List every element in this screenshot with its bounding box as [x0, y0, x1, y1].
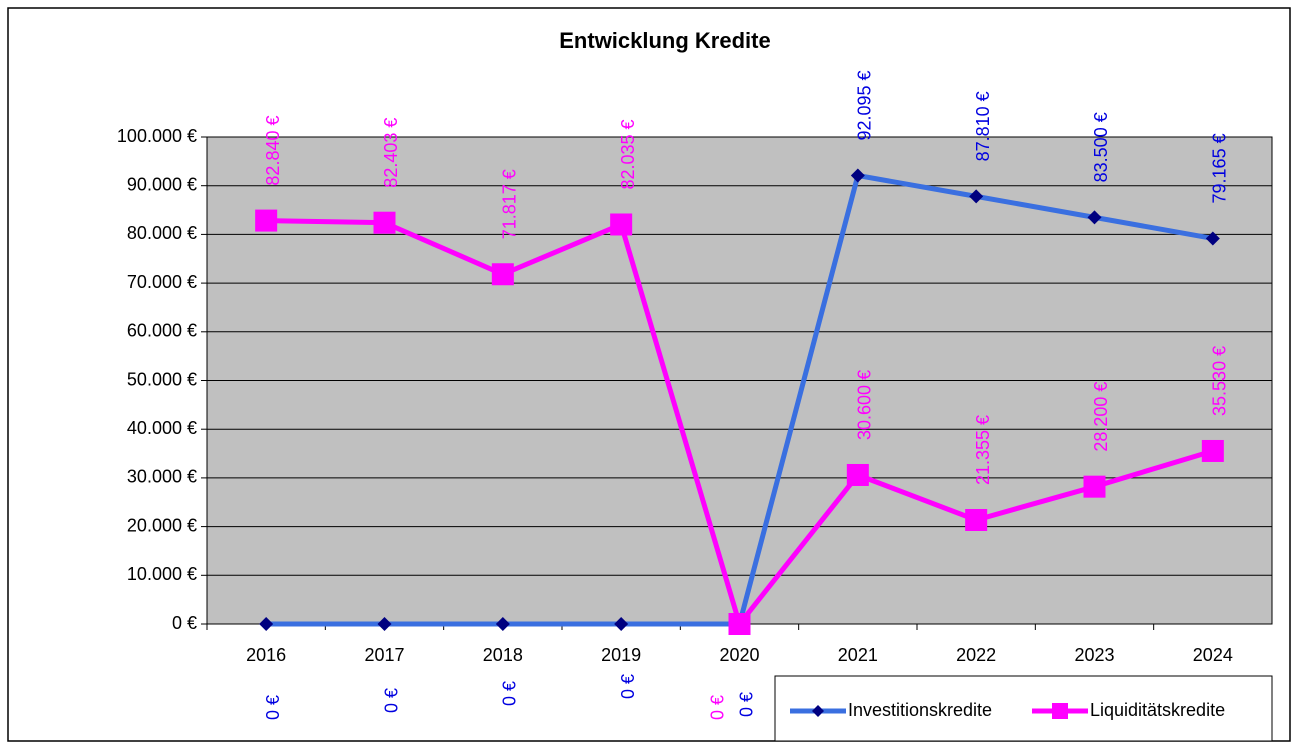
marker [491, 263, 514, 286]
y-tick-label: 60.000 € [127, 321, 197, 341]
marker [1083, 475, 1106, 498]
y-tick-label: 90.000 € [127, 174, 197, 194]
marker [850, 168, 865, 183]
x-tick-label: 2023 [1074, 645, 1114, 665]
y-tick-label: 80.000 € [127, 223, 197, 243]
x-tick-label: 2018 [483, 645, 523, 665]
data-label: 0 € [381, 688, 401, 713]
marker [1205, 231, 1220, 246]
marker [1201, 439, 1224, 462]
x-tick-label: 2024 [1193, 645, 1233, 665]
marker [1087, 210, 1102, 225]
data-label: 35.530 € [1210, 346, 1230, 416]
x-tick-label: 2019 [601, 645, 641, 665]
x-tick-label: 2020 [719, 645, 759, 665]
data-label: 28.200 € [1091, 382, 1111, 452]
marker [610, 213, 633, 236]
marker [1052, 703, 1068, 719]
y-tick-label: 70.000 € [127, 272, 197, 292]
data-label: 30.600 € [855, 370, 875, 440]
marker [728, 613, 751, 635]
y-tick-label: 30.000 € [127, 467, 197, 487]
marker [373, 211, 396, 234]
y-tick-label: 50.000 € [127, 369, 197, 389]
marker [969, 189, 984, 204]
chart-title: Entwicklung Kredite [559, 28, 770, 53]
x-tick-label: 2022 [956, 645, 996, 665]
marker [846, 463, 869, 486]
data-label: 82.403 € [381, 118, 401, 188]
y-tick-label: 40.000 € [127, 418, 197, 438]
data-label: 79.165 € [1210, 133, 1230, 203]
legend-label: Liquiditätskredite [1090, 700, 1225, 720]
marker [614, 617, 629, 631]
marker [255, 209, 278, 232]
marker [965, 509, 988, 532]
data-label: 71.817 € [500, 169, 520, 239]
marker [259, 617, 274, 631]
y-tick-label: 100.000 € [117, 126, 197, 146]
marker [377, 617, 392, 631]
legend-label: Investitionskredite [848, 700, 992, 720]
data-label: 21.355 € [973, 415, 993, 485]
data-label: 87.810 € [973, 91, 993, 161]
data-label: 83.500 € [1091, 112, 1111, 182]
data-label: 82.840 € [263, 115, 283, 185]
marker [812, 705, 824, 717]
marker [495, 617, 510, 631]
y-tick-label: 10.000 € [127, 564, 197, 584]
legend-box [774, 675, 1273, 742]
data-label: 0 € [736, 692, 756, 717]
data-label: 92.095 € [855, 70, 875, 140]
data-label: 0 € [707, 695, 727, 720]
x-tick-label: 2021 [838, 645, 878, 665]
data-label: 0 € [618, 674, 638, 699]
x-tick-label: 2017 [364, 645, 404, 665]
data-label: 0 € [500, 681, 520, 706]
y-tick-label: 0 € [172, 613, 197, 633]
data-label: 82.035 € [618, 119, 638, 189]
x-tick-label: 2016 [246, 645, 286, 665]
data-label: 0 € [263, 695, 283, 720]
y-tick-label: 20.000 € [127, 515, 197, 535]
